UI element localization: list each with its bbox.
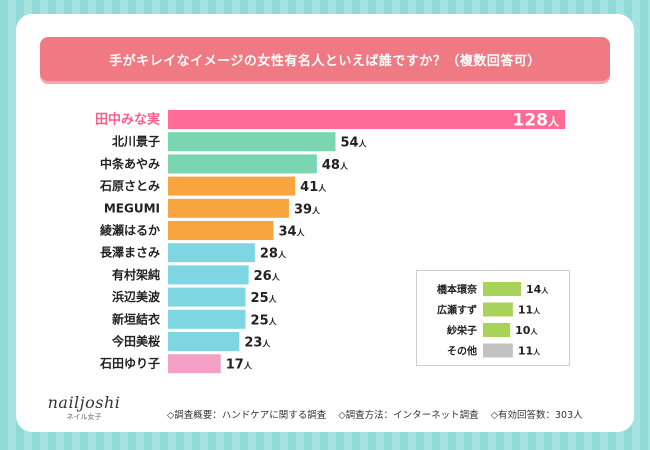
category-label: MEGUMI [104, 201, 160, 215]
inset-category-label: その他 [447, 345, 477, 358]
category-label: 新垣結衣 [112, 311, 160, 326]
data-label: 26人 [254, 269, 281, 284]
bar [168, 176, 296, 196]
inset-bar [483, 343, 513, 358]
bar [168, 265, 249, 285]
inset-bar [483, 302, 513, 317]
data-label: 48人 [322, 158, 349, 173]
inset-bar [483, 323, 511, 337]
footer-method: ◇調査方法：インターネット調査 [338, 410, 479, 421]
footer-responses: ◇有効回答数：303人 [490, 410, 583, 421]
inset-data-label: 11人 [518, 345, 541, 358]
inset-bar [483, 282, 521, 296]
bar [168, 221, 274, 240]
category-label: 有村架純 [112, 267, 160, 282]
bar [168, 332, 240, 351]
category-label: 長澤まさみ [100, 245, 160, 260]
category-label: 中条あやみ [100, 156, 160, 171]
footer: ◇調査概要：ハンドケアに関する調査 ◇調査方法：インターネット調査 ◇有効回答数… [167, 407, 627, 421]
footer-overview: ◇調査概要：ハンドケアに関する調査 [167, 410, 327, 421]
bar [168, 198, 289, 218]
data-label: 34人 [278, 225, 305, 240]
data-label: 41人 [300, 180, 327, 195]
category-label: 浜辺美波 [112, 289, 161, 304]
data-label: 25人 [251, 313, 278, 328]
category-label: 田中みな実 [95, 112, 160, 128]
bar [168, 287, 246, 307]
category-label: 綾瀬はるか [100, 223, 160, 238]
inset-data-label: 11人 [518, 304, 541, 317]
bar [168, 309, 246, 329]
logo-subtext: ネイル女子 [66, 413, 102, 421]
bar [168, 354, 221, 374]
category-label: 石田ゆり子 [99, 357, 160, 371]
data-label: 54人 [340, 136, 367, 151]
bar [168, 132, 336, 152]
inset-data-label: 10人 [515, 324, 538, 337]
category-label: 今田美桜 [111, 334, 160, 349]
logo: nailjoshi ネイル女子 [44, 393, 124, 422]
data-label: 25人 [251, 291, 278, 306]
inset-data-label: 14人 [526, 283, 549, 296]
category-label: 北川景子 [112, 134, 160, 149]
bar [168, 154, 317, 174]
inset-category-label: 橋本環奈 [437, 283, 478, 296]
inset-category-label: 広瀬すず [437, 304, 477, 317]
data-label: 28人 [260, 247, 287, 262]
chart-title: 手がキレイなイメージの女性有名人といえば誰ですか？（複数回答可） [40, 37, 610, 81]
bar [168, 243, 255, 263]
data-label: 128人 [513, 111, 561, 131]
inset-category-label: 紗栄子 [447, 324, 477, 337]
bar [168, 110, 565, 129]
data-label: 39人 [294, 202, 321, 217]
category-label: 石原さとみ [99, 179, 160, 193]
logo-text: nailjoshi [47, 393, 121, 412]
data-label: 23人 [244, 336, 271, 351]
data-label: 17人 [226, 358, 253, 373]
